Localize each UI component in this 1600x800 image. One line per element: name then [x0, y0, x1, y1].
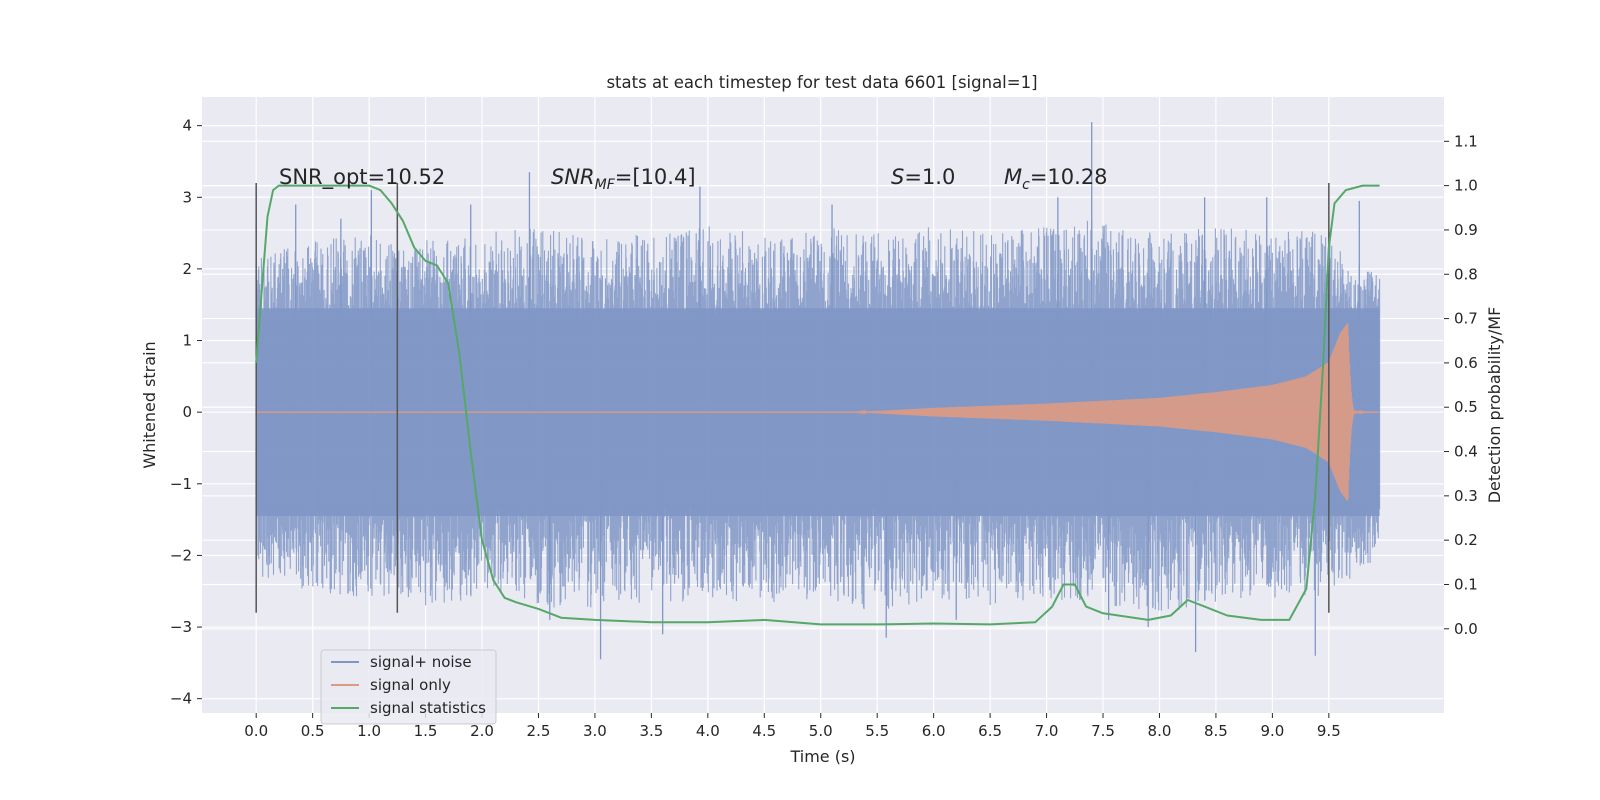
x-tick-label-12: 6.0	[922, 722, 946, 740]
x-tick-label-4: 2.0	[470, 722, 494, 740]
y2-tick-label-5: 0.5	[1454, 398, 1478, 416]
y-tick-label-4: 0	[182, 403, 192, 421]
y2-tick-label-4: 0.4	[1454, 443, 1478, 461]
x-axis-ticks: 0.0 0.5 1.0 1.5 2.0 2.5 3.0 3.5 4.0 4.5 5.0 5.5 6.0 6…	[244, 713, 1341, 740]
y-tick-label-2: 2	[182, 260, 192, 278]
annotation-s-value: =1.0	[904, 165, 955, 189]
y-tick-label-8: −4	[170, 690, 192, 708]
annotation-mc: Mc=10.28	[1004, 165, 1108, 193]
annotation-s: S=1.0	[891, 165, 955, 189]
y-tick-label-6: −2	[170, 546, 192, 564]
annotation-snr-opt: SNR_opt=10.52	[279, 165, 445, 190]
y-axis-title: Whitened strain	[140, 341, 159, 468]
y2-tick-label-6: 0.6	[1454, 354, 1478, 372]
y-tick-label-5: −1	[170, 475, 192, 493]
chart-title: stats at each timestep for test data 660…	[606, 73, 1037, 92]
legend-label-signal-only: signal only	[370, 676, 451, 694]
annotation-s-main: S	[891, 165, 904, 189]
x-tick-label-15: 7.5	[1091, 722, 1115, 740]
x-tick-label-19: 9.5	[1317, 722, 1341, 740]
x-tick-label-5: 2.5	[527, 722, 551, 740]
annotation-snr-mf-main: SNR	[551, 165, 595, 189]
x-axis-title: Time (s)	[789, 747, 855, 766]
signal-statistics-line	[255, 184, 1380, 626]
y-tick-label-1: 3	[182, 188, 192, 206]
x-tick-label-2: 1.0	[357, 722, 381, 740]
y2-axis-ticks: 0.0 0.1 0.2 0.3 0.4 0.5 0.6 0.7 0.8 0.9 1.0 1.1	[1444, 132, 1478, 638]
x-tick-label-14: 7.0	[1035, 722, 1059, 740]
x-tick-label-13: 6.5	[978, 722, 1002, 740]
annotation-mc-value: =10.28	[1030, 165, 1108, 189]
y2-axis-title: Detection probability/MF	[1485, 307, 1504, 504]
x-tick-label-10: 5.0	[809, 722, 833, 740]
x-tick-label-18: 9.0	[1260, 722, 1284, 740]
x-tick-label-11: 5.5	[865, 722, 889, 740]
y-tick-label-0: 4	[182, 117, 192, 135]
y2-tick-label-10: 1.0	[1454, 177, 1478, 195]
x-tick-label-0: 0.0	[244, 722, 268, 740]
legend-label-signal-noise: signal+ noise	[370, 653, 472, 671]
y-axis-ticks: 4 3 2 1 0 −1 −2 −3 −4	[170, 117, 202, 708]
y2-tick-label-11: 1.1	[1454, 132, 1478, 150]
signal-only-series	[256, 322, 1380, 502]
y-tick-label-3: 1	[182, 332, 192, 350]
legend-box	[320, 649, 497, 725]
x-tick-label-6: 3.0	[583, 722, 607, 740]
y2-tick-label-1: 0.1	[1454, 575, 1478, 593]
annotation-snr-mf-value: =[10.4]	[615, 165, 696, 189]
legend-label-signal-statistics: signal statistics	[370, 699, 486, 717]
x-tick-label-17: 8.5	[1204, 722, 1228, 740]
y2-tick-label-0: 0.0	[1454, 620, 1478, 638]
signal-statistics-series	[255, 184, 1380, 626]
annotation-snr-mf: SNRMF=[10.4]	[551, 165, 696, 193]
y2-tick-label-2: 0.2	[1454, 531, 1478, 549]
x-tick-label-8: 4.0	[696, 722, 720, 740]
x-tick-label-3: 1.5	[414, 722, 438, 740]
y2-tick-label-3: 0.3	[1454, 487, 1478, 505]
y2-tick-label-7: 0.7	[1454, 310, 1478, 328]
x-tick-label-7: 3.5	[639, 722, 663, 740]
annotation-snr-mf-sub: MF	[595, 177, 616, 193]
x-tick-label-1: 0.5	[301, 722, 325, 740]
x-tick-label-16: 8.0	[1148, 722, 1172, 740]
annotation-mc-main: M	[1004, 165, 1022, 189]
signal-only-chirp	[854, 322, 1380, 502]
y2-tick-label-9: 0.9	[1454, 221, 1478, 239]
annotation-mc-sub: c	[1022, 177, 1030, 193]
x-tick-label-9: 4.5	[752, 722, 776, 740]
legend: signal+ noise signal only signal statist…	[320, 649, 497, 725]
y-tick-label-7: −3	[170, 618, 192, 636]
y2-tick-label-8: 0.8	[1454, 265, 1478, 283]
